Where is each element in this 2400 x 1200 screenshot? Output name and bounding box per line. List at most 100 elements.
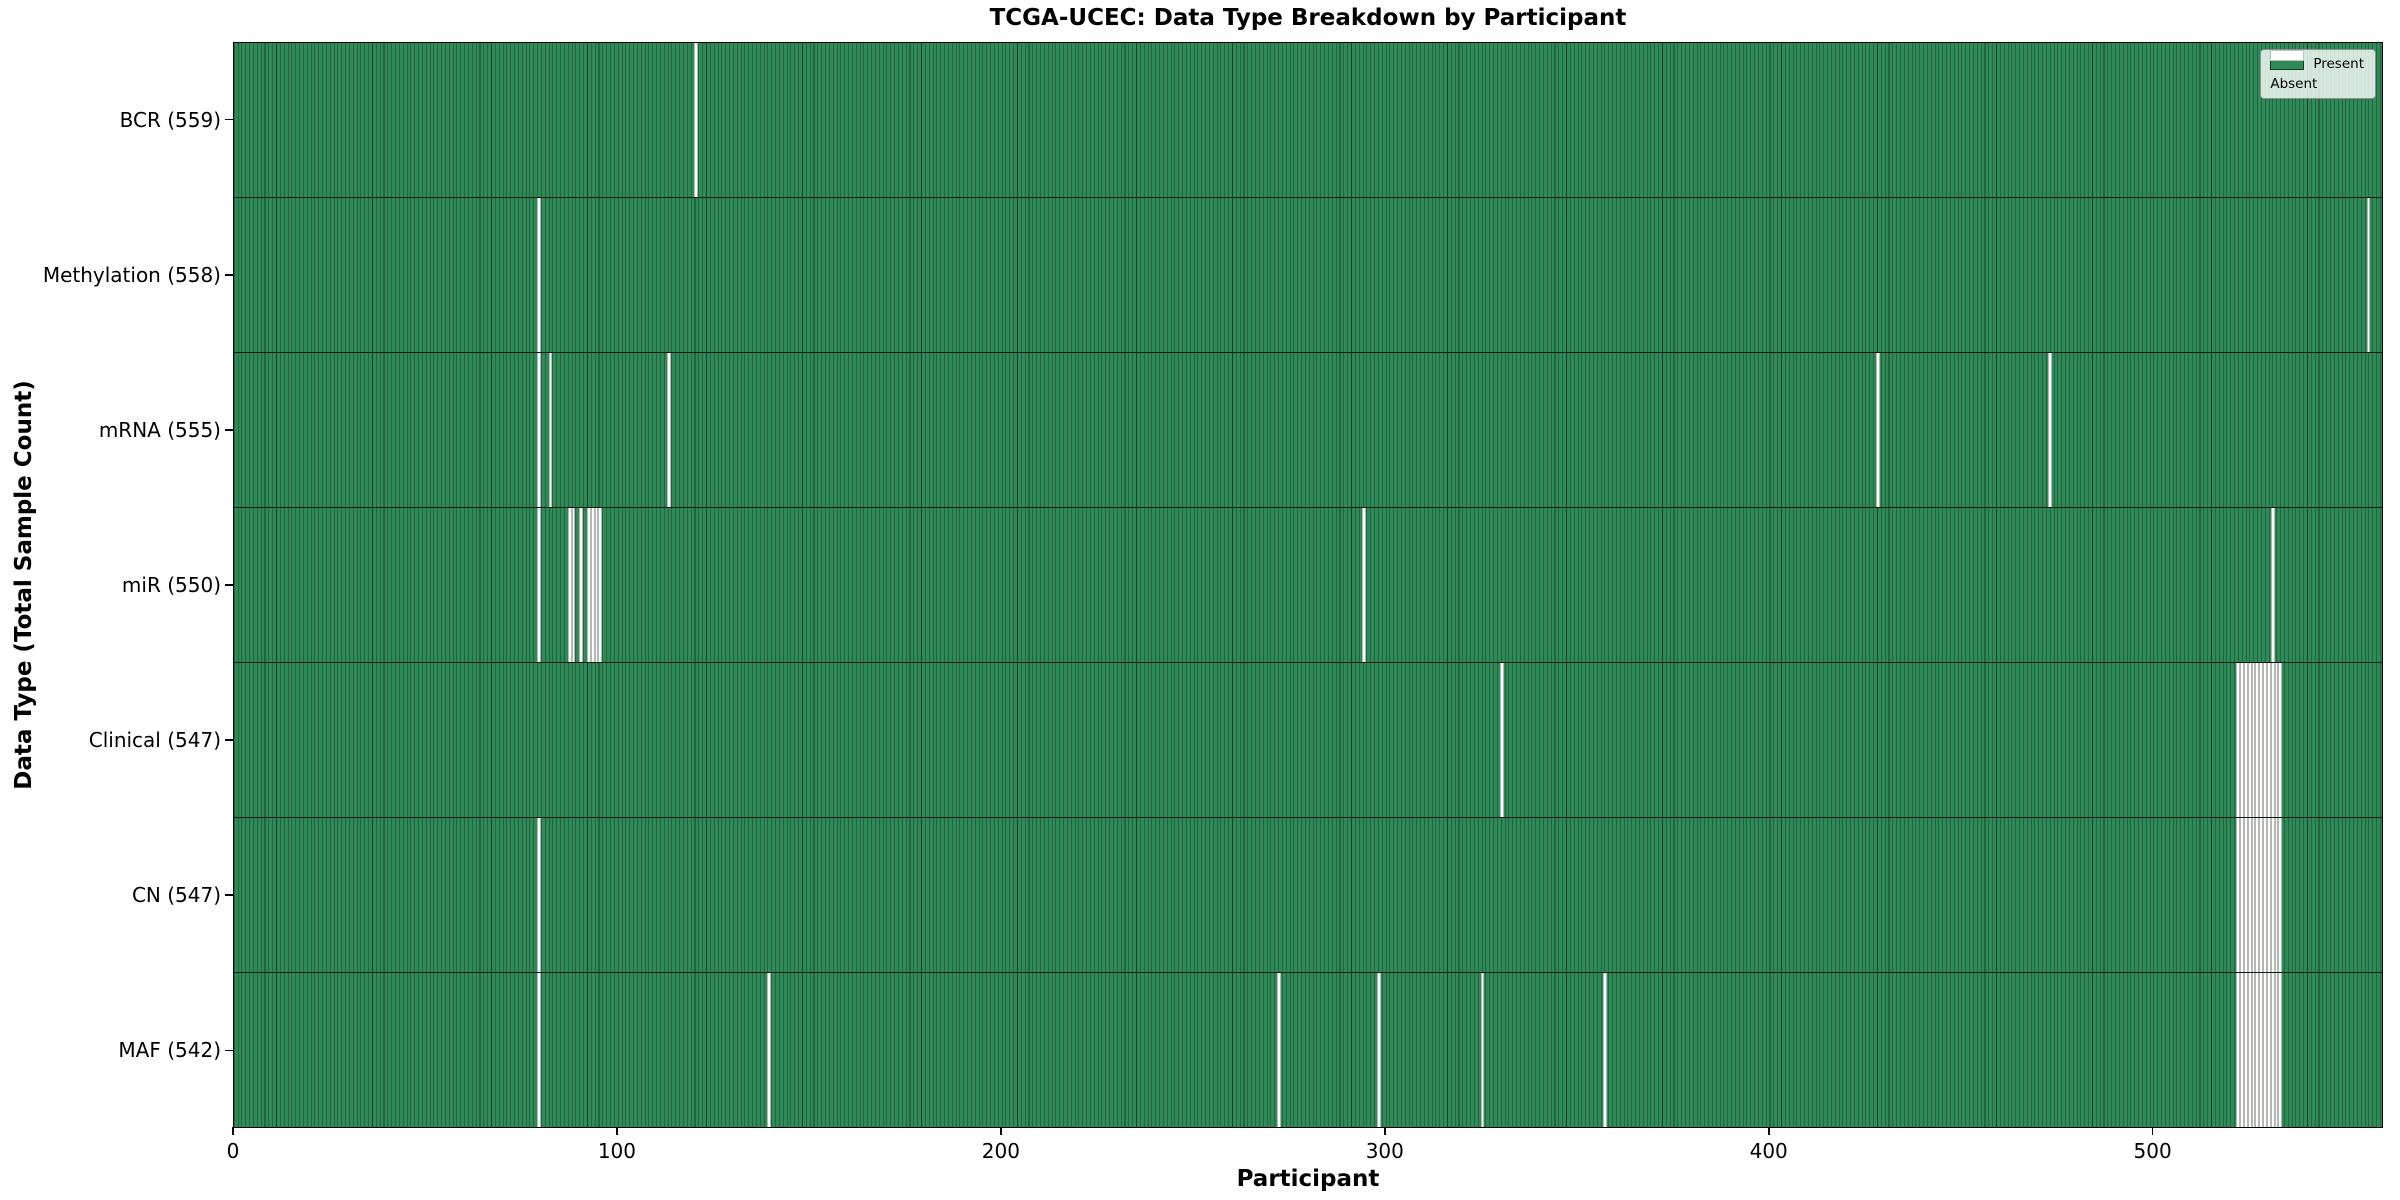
y-tick-mark [225,739,233,741]
absent-bar [1480,973,1485,1127]
x-tick-label: 400 [1749,1139,1788,1163]
absent-bar [2263,818,2267,972]
absent-bar [598,508,603,662]
x-tick-mark [616,1127,618,1135]
plot-area: Present Absent [233,42,2383,1128]
y-tick-label: mRNA (555) [98,417,221,442]
x-tick-label: 0 [226,1139,240,1163]
absent-bar [2266,818,2271,972]
absent-bar [2251,818,2256,972]
heatmap-row-mir [234,508,2382,663]
legend: Present Absent [2260,49,2376,99]
absent-bar [1603,973,1608,1127]
absent-bar [537,508,541,662]
absent-bar [586,508,591,662]
absent-bar [2255,973,2260,1127]
absent-bar [2259,818,2264,972]
absent-bar [2270,818,2275,972]
absent-bar [2243,663,2248,817]
x-tick-mark [1767,1127,1770,1135]
legend-present-label: Present [2313,56,2364,72]
y-tick-mark [225,584,233,586]
absent-bar [2274,818,2279,972]
x-tick-label: 500 [2133,1139,2172,1163]
absent-bar [548,353,553,507]
absent-bar [2278,663,2283,817]
absent-bar [1277,973,1282,1127]
absent-bar [2266,973,2271,1127]
absent-bar [1377,973,1381,1127]
y-tick-label: BCR (559) [119,107,221,132]
absent-bar [2251,663,2256,817]
legend-entry-absent: Absent [2270,50,2364,92]
absent-bar [2247,973,2252,1127]
y-tick-label: CN (547) [131,883,221,908]
heatmap-row-maf [234,973,2382,1127]
absent-bar [667,353,672,507]
y-tick-label: Methylation (558) [42,262,221,287]
absent-bar [537,818,541,972]
y-tick-label: miR (550) [121,573,221,597]
absent-swatch-icon [2270,50,2305,61]
absent-bar [2048,353,2053,507]
absent-bar [537,353,541,507]
x-tick-mark [1383,1127,1386,1135]
absent-bar [2259,663,2264,817]
absent-bar [2247,663,2252,817]
absent-bar [2270,973,2275,1127]
heatmap-row-methylation [234,198,2382,353]
heatmap-row-bcr [234,43,2382,198]
y-tick-mark [225,429,233,431]
plot-rows [234,43,2382,1127]
heatmap-row-mrna [234,353,2382,508]
absent-bar [2366,198,2371,352]
y-tick-label: Clinical (547) [88,728,221,753]
absent-bar [571,508,576,662]
absent-bar [2236,663,2241,817]
x-tick-label: 300 [1365,1139,1404,1163]
absent-bar [567,508,572,662]
y-tick-mark [225,1049,233,1052]
absent-bar [2251,973,2256,1127]
absent-bar [2236,818,2241,972]
absent-bar [767,973,771,1127]
heatmap-row-clinical [234,663,2382,818]
absent-bar [694,43,699,197]
absent-bar [2270,508,2275,662]
absent-bar [2240,818,2244,972]
legend-absent-label: Absent [2270,76,2318,92]
absent-bar [2274,973,2279,1127]
absent-bar [2243,973,2248,1127]
y-tick-mark [225,118,233,121]
absent-bar [2247,818,2252,972]
x-tick-mark [1000,1127,1002,1135]
absent-bar [2255,818,2260,972]
absent-bar [2278,973,2283,1127]
x-axis-label: Participant [1236,1166,1380,1192]
x-tick-mark [2151,1127,2154,1135]
absent-bar [2255,663,2260,817]
absent-bar [1499,663,1504,817]
x-tick-label: 100 [597,1139,637,1163]
absent-bar [2274,663,2279,817]
absent-bar [2263,663,2267,817]
chart-title: TCGA-UCEC: Data Type Breakdown by Partic… [989,5,1627,31]
absent-bar [590,508,595,662]
y-tick-label: MAF (542) [118,1038,221,1063]
absent-bar [537,198,541,352]
absent-bar [2236,973,2241,1127]
absent-bar [2270,663,2275,817]
absent-bar [2278,818,2283,972]
absent-bar [537,973,541,1127]
absent-bar [2240,973,2244,1127]
absent-bar [2263,973,2267,1127]
absent-bar [1875,353,1880,507]
absent-bar [2243,818,2248,972]
y-tick-mark [225,273,233,276]
x-tick-mark [232,1127,234,1135]
absent-bar [2240,663,2244,817]
y-tick-mark [225,894,233,897]
absent-bar [1361,508,1366,662]
absent-bar [2266,663,2271,817]
